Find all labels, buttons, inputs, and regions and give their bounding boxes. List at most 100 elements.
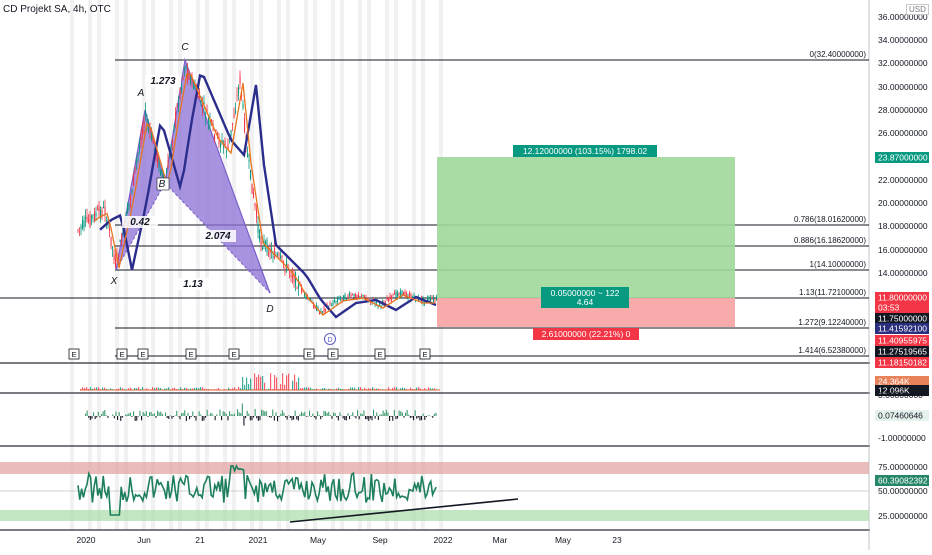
oscillator-bar: [263, 410, 264, 416]
oscillator-bar: [269, 416, 270, 417]
volume-bar: [90, 387, 91, 390]
candle-body: [97, 209, 98, 210]
candle-body: [193, 86, 194, 89]
volume-bar: [376, 389, 377, 390]
oscillator-bar: [304, 412, 305, 416]
currency-badge[interactable]: USD: [906, 4, 929, 15]
oscillator-bar: [147, 416, 148, 417]
fib-level-label: 1.272(9.12240000): [798, 318, 866, 327]
volume-bar: [266, 389, 267, 390]
oscillator-bar: [391, 416, 392, 417]
candle-body: [133, 174, 134, 185]
volume-bar: [128, 388, 129, 390]
candle-body: [429, 298, 430, 300]
volume-bar: [348, 389, 349, 390]
volume-bar: [306, 387, 307, 390]
candle-body: [390, 296, 391, 299]
oscillator-bar: [309, 411, 310, 416]
earnings-marker-label: E: [330, 350, 335, 359]
oscillator-bar: [435, 413, 436, 416]
oscillator-bar: [379, 414, 380, 416]
candle-body: [255, 203, 256, 206]
oscillator-bar: [403, 416, 404, 418]
volume-bar: [110, 388, 111, 390]
session-band: [88, 0, 92, 530]
oscillator-bar: [378, 416, 379, 420]
oscillator-bar: [99, 416, 100, 417]
candle-body: [256, 210, 257, 217]
volume-bar: [120, 387, 121, 390]
volume-bar: [130, 388, 131, 390]
session-band: [70, 0, 74, 530]
volume-bar: [436, 389, 437, 390]
candle-body: [336, 301, 337, 302]
oscillator-bar: [381, 415, 382, 416]
oscillator-bar: [323, 411, 324, 416]
volume-bar: [80, 389, 81, 390]
volume-bar: [96, 387, 97, 390]
volume-bar: [322, 388, 323, 390]
oscillator-bar: [143, 412, 144, 416]
candle-body: [345, 294, 346, 299]
fib-level-label: 0(32.40000000): [810, 50, 867, 59]
price-axis[interactable]: 36.0000000034.0000000032.0000000030.0000…: [870, 0, 932, 550]
volume-bar: [340, 389, 341, 390]
volume-bar: [216, 389, 217, 390]
oscillator-bar: [154, 413, 155, 416]
candle-body: [324, 308, 325, 312]
volume-bar: [254, 373, 255, 390]
oscillator-bar: [242, 404, 243, 416]
candle-body: [364, 296, 365, 297]
volume-bar: [104, 388, 105, 390]
candle-body: [214, 134, 215, 140]
oscillator-bar: [239, 412, 240, 416]
oscillator-bar: [306, 416, 307, 417]
position-profit-zone[interactable]: [437, 157, 735, 298]
volume-bar: [412, 389, 413, 390]
oscillator-bar: [365, 416, 366, 419]
volume-bar: [158, 388, 159, 390]
candle-body: [120, 240, 121, 242]
session-band: [358, 0, 362, 530]
volume-bar: [140, 389, 141, 390]
oscillator-bar: [234, 414, 235, 416]
volume-bar: [84, 388, 85, 390]
candle-body: [394, 293, 395, 295]
earnings-marker-label: E: [119, 350, 124, 359]
oscillator-bar: [253, 416, 254, 418]
volume-bar: [432, 388, 433, 390]
volume-bar: [416, 387, 417, 390]
candle-body: [174, 125, 175, 130]
volume-bar: [284, 385, 285, 390]
time-tick-label: 2021: [249, 535, 268, 545]
oscillator-bar: [98, 412, 99, 416]
oscillator-bar: [349, 416, 350, 419]
oscillator-bar: [418, 416, 419, 418]
volume-bar: [152, 387, 153, 390]
oscillator-bar: [237, 409, 238, 416]
symbol-title[interactable]: CD Projekt SA, 4h, OTC: [3, 4, 111, 15]
oscillator-bar: [187, 413, 188, 416]
candle-body: [402, 290, 403, 295]
oscillator-bar: [138, 416, 139, 417]
candle-body: [253, 193, 254, 198]
volume-bar: [196, 388, 197, 390]
fib-level-label: 1(14.10000000): [810, 260, 867, 269]
volume-bar: [136, 388, 137, 390]
oscillator-bar: [283, 413, 284, 416]
candle-body: [141, 137, 142, 144]
price-tick-label: 26.00000000: [878, 128, 928, 138]
candle-body: [90, 215, 91, 226]
volume-bar: [126, 389, 127, 390]
rsi-tick-label: 75.00000000: [878, 462, 928, 472]
session-band: [331, 0, 335, 530]
candle-body: [160, 170, 161, 175]
volume-bar: [202, 387, 203, 390]
volume-bar: [190, 389, 191, 390]
volume-bar: [102, 387, 103, 390]
oscillator-bar: [285, 416, 286, 417]
